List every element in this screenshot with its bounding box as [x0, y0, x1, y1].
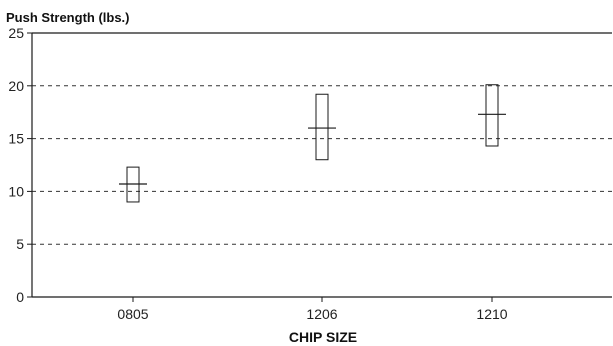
y-ticks: 0 5 10 15 20 25	[8, 25, 32, 305]
y-tick-label-10: 10	[8, 183, 24, 199]
y-tick-label-25: 25	[8, 25, 24, 41]
y-tick-label-5: 5	[16, 236, 24, 252]
y-tick-label-15: 15	[8, 131, 24, 147]
x-tick-label-1206: 1206	[306, 306, 337, 322]
box-1206	[315, 93, 329, 161]
x-axis-label: CHIP SIZE	[289, 329, 357, 345]
y-axis-label: Push Strength (lbs.)	[6, 10, 130, 25]
y-tick-label-0: 0	[16, 289, 24, 305]
x-ticks: 0805 1206 1210	[117, 297, 508, 322]
box-1210	[485, 84, 499, 147]
y-tick-label-20: 20	[8, 78, 24, 94]
box-series	[119, 84, 506, 203]
grid-lines	[32, 85, 612, 245]
x-tick-label-0805: 0805	[117, 306, 148, 322]
x-tick-label-1210: 1210	[476, 306, 507, 322]
axes	[31, 32, 612, 298]
